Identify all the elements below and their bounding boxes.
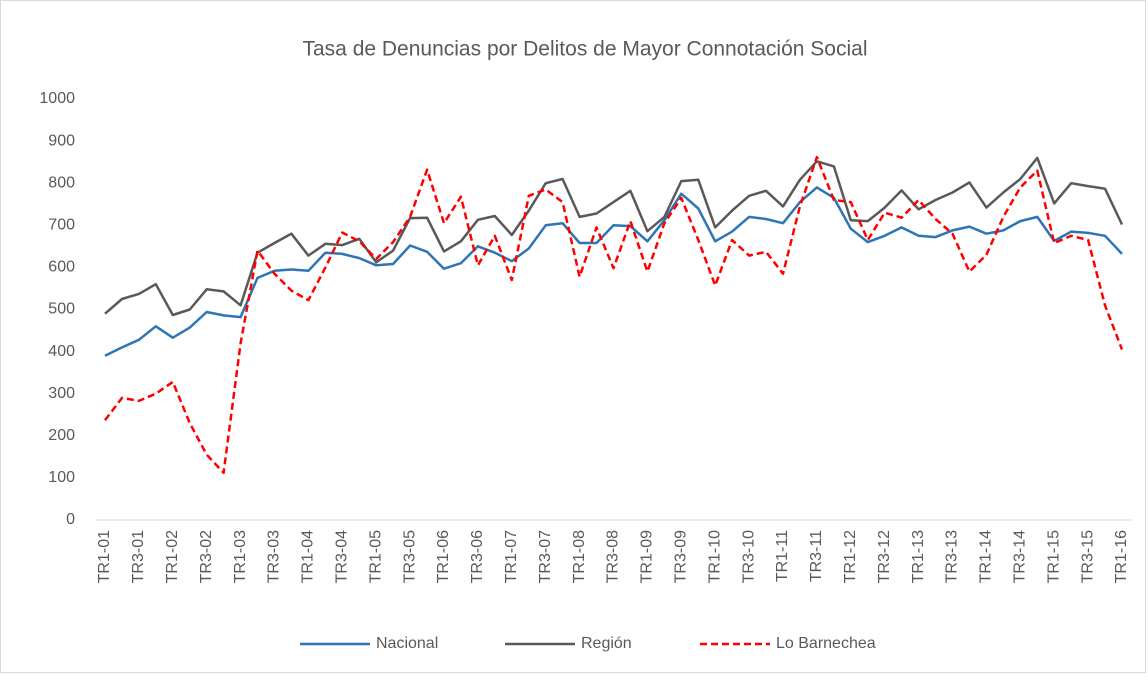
y-tick-label: 1000: [39, 90, 75, 107]
x-tick-label: TR3-05: [401, 530, 418, 583]
x-tick-label: TR3-01: [130, 530, 147, 583]
x-tick-label: TR1-13: [910, 530, 927, 583]
x-tick-label: TR1-10: [706, 530, 723, 583]
x-tick-label: TR3-06: [469, 530, 486, 583]
series-line: [104, 186, 1123, 357]
y-tick-label: 800: [48, 174, 75, 191]
chart-title: Tasa de Denuncias por Delitos de Mayor C…: [303, 38, 868, 61]
y-tick-label: 500: [48, 301, 75, 318]
x-tick-label: TR3-13: [944, 530, 961, 583]
x-tick-label: TR1-08: [571, 530, 588, 583]
x-tick-label: TR3-04: [334, 530, 351, 583]
x-tick-label: TR1-11: [774, 530, 791, 582]
y-tick-label: 600: [48, 259, 75, 276]
series-line: [104, 156, 1124, 317]
x-tick-label: TR3-02: [198, 530, 215, 583]
y-tick-label: 700: [48, 217, 75, 234]
x-tick-label: TR3-07: [537, 530, 554, 583]
x-tick-label: TR1-14: [978, 530, 995, 583]
x-tick-label: TR3-10: [740, 530, 757, 583]
x-tick-label: TR1-12: [842, 530, 859, 583]
legend-label: Región: [581, 635, 632, 652]
x-tick-label: TR1-15: [1045, 530, 1062, 583]
legend-label: Nacional: [376, 635, 438, 652]
y-tick-label: 300: [48, 385, 75, 402]
x-tick-label: TR1-01: [96, 530, 113, 583]
x-tick-label: TR3-11: [808, 530, 825, 582]
x-tick-label: TR1-07: [503, 530, 520, 583]
x-tick-label: TR1-04: [300, 530, 317, 583]
x-tick-label: TR1-03: [232, 530, 249, 583]
x-tick-label: TR3-09: [673, 530, 690, 583]
x-tick-label: TR3-14: [1012, 530, 1029, 583]
x-tick-label: TR1-02: [164, 530, 181, 583]
y-tick-label: 400: [48, 343, 75, 360]
x-tick-label: TR1-09: [639, 530, 656, 583]
x-tick-label: TR1-06: [435, 530, 452, 583]
x-tick-label: TR1-16: [1113, 530, 1130, 583]
x-tick-label: TR3-12: [876, 530, 893, 583]
y-tick-label: 900: [48, 132, 75, 149]
series-line: [104, 155, 1124, 475]
y-tick-label: 100: [48, 469, 75, 486]
x-tick-label: TR1-05: [367, 530, 384, 583]
x-tick-label: TR3-15: [1079, 530, 1096, 583]
y-tick-label: 200: [48, 427, 75, 444]
x-tick-label: TR3-03: [266, 530, 283, 583]
x-tick-label: TR3-08: [605, 530, 622, 583]
legend-label: Lo Barnechea: [776, 635, 876, 652]
y-tick-label: 0: [66, 511, 75, 528]
